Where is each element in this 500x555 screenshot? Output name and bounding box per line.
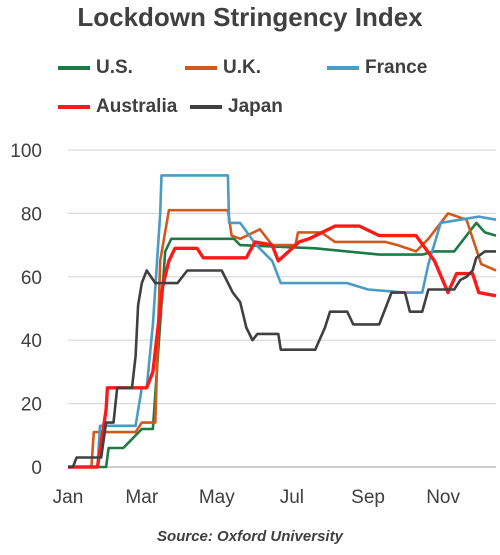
legend-label-france: France — [365, 57, 428, 78]
source-note: Source: Oxford University — [157, 528, 343, 545]
gridlines — [68, 149, 496, 468]
legend-label-japan: Japan — [228, 96, 283, 117]
x-tick-label: Jul — [280, 487, 304, 508]
series-line-uk — [68, 208, 497, 469]
x-tick-label: Mar — [125, 487, 158, 508]
legend-swatch-france — [327, 66, 359, 70]
legend-label-us: U.S. — [96, 57, 133, 78]
legend-item-uk: U.K. — [185, 56, 261, 80]
y-tick-label: 100 — [10, 141, 42, 162]
legend-label-uk: U.K. — [223, 57, 261, 78]
y-tick-label: 60 — [21, 268, 42, 289]
series-line-australia — [68, 224, 497, 469]
x-axis-labels: Jan Mar May Jul Sep Nov — [53, 487, 461, 508]
x-tick-label: Nov — [426, 487, 460, 508]
legend-swatch-australia — [58, 105, 90, 109]
x-tick-label: Sep — [351, 487, 385, 508]
legend-swatch-us — [58, 66, 90, 70]
y-axis-labels: 0 20 40 60 80 100 — [10, 141, 42, 479]
series-line-france — [68, 174, 497, 469]
chart-title: Lockdown Stringency Index — [77, 2, 423, 32]
series-line-japan — [68, 250, 496, 469]
x-tick-label: Jan — [53, 487, 84, 508]
legend-item-us: U.S. — [58, 56, 133, 80]
legend-label-australia: Australia — [96, 96, 178, 117]
legend: U.S. U.K. France Australia Japan — [0, 52, 500, 122]
legend-swatch-uk — [185, 66, 217, 70]
legend-item-japan: Japan — [190, 95, 283, 119]
series-lines — [68, 174, 497, 469]
legend-item-france: France — [327, 56, 427, 80]
y-tick-label: 40 — [21, 331, 42, 352]
legend-swatch-japan — [190, 105, 222, 109]
legend-item-australia: Australia — [58, 95, 177, 119]
y-tick-label: 80 — [21, 204, 42, 225]
x-tick-label: May — [199, 487, 235, 508]
series-line-us — [68, 221, 497, 469]
y-tick-label: 0 — [31, 458, 42, 479]
y-tick-label: 20 — [21, 395, 42, 416]
